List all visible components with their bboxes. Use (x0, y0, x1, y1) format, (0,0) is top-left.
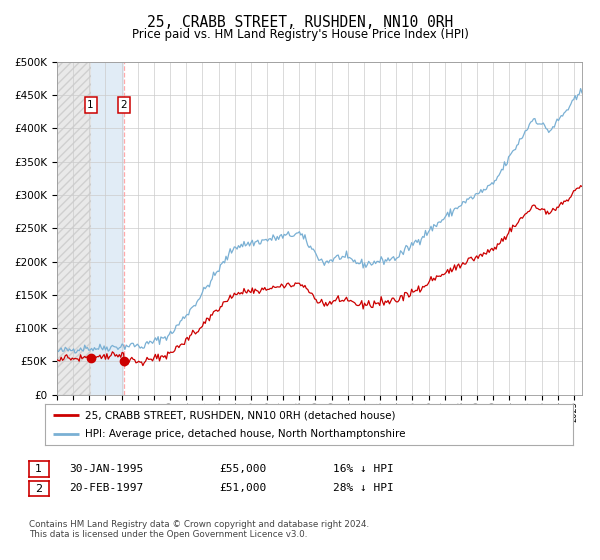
Text: 20-FEB-1997: 20-FEB-1997 (69, 483, 143, 493)
Text: 28% ↓ HPI: 28% ↓ HPI (333, 483, 394, 493)
Text: 30-JAN-1995: 30-JAN-1995 (69, 464, 143, 474)
Text: Contains HM Land Registry data © Crown copyright and database right 2024.
This d: Contains HM Land Registry data © Crown c… (29, 520, 369, 539)
Text: 1: 1 (87, 100, 94, 110)
Text: Price paid vs. HM Land Registry's House Price Index (HPI): Price paid vs. HM Land Registry's House … (131, 28, 469, 41)
Text: 1: 1 (35, 464, 42, 474)
Text: £55,000: £55,000 (219, 464, 266, 474)
Bar (91, 62, 124, 395)
Text: 2: 2 (35, 484, 42, 493)
Text: 25, CRABB STREET, RUSHDEN, NN10 0RH (detached house): 25, CRABB STREET, RUSHDEN, NN10 0RH (det… (85, 410, 395, 421)
Bar (57, 62, 91, 395)
Text: 2: 2 (121, 100, 127, 110)
Text: £51,000: £51,000 (219, 483, 266, 493)
Text: HPI: Average price, detached house, North Northamptonshire: HPI: Average price, detached house, Nort… (85, 429, 405, 439)
Text: 25, CRABB STREET, RUSHDEN, NN10 0RH: 25, CRABB STREET, RUSHDEN, NN10 0RH (147, 15, 453, 30)
Text: 16% ↓ HPI: 16% ↓ HPI (333, 464, 394, 474)
